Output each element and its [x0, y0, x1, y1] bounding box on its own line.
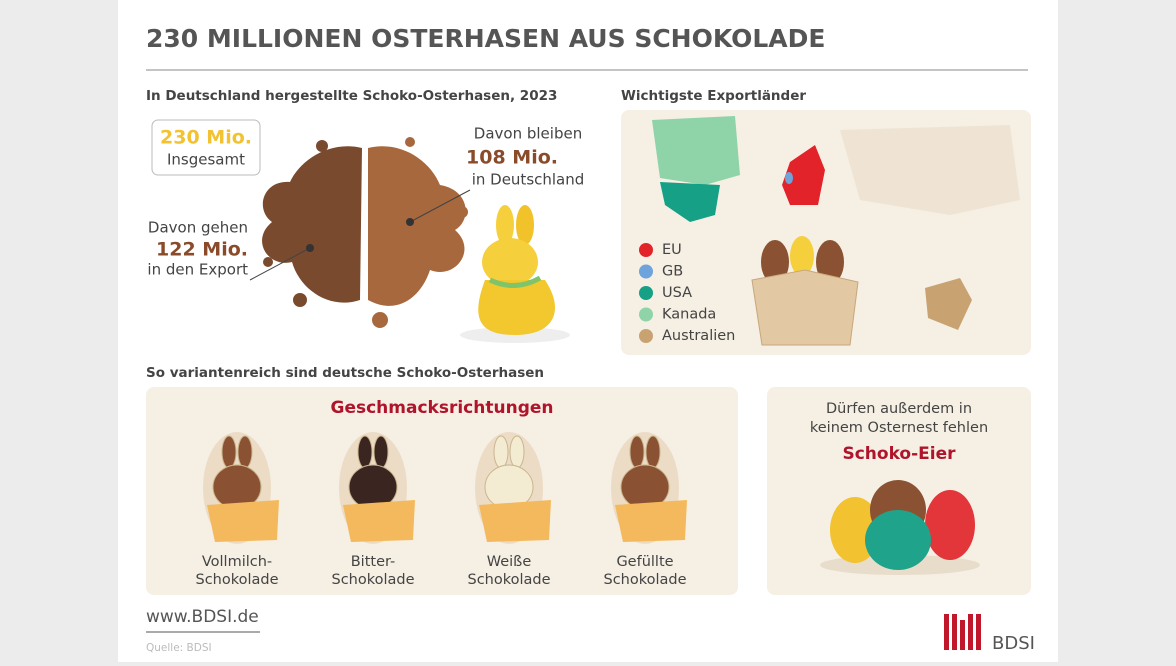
legend-label: EU: [662, 242, 682, 258]
stay-pre: Davon bleiben: [474, 125, 582, 143]
eggs-line: keinem Osternest fehlen: [810, 420, 988, 436]
export-heading: Wichtigste Exportländer: [621, 88, 806, 104]
legend-swatch: [639, 264, 653, 279]
bunny-ear: [237, 435, 253, 469]
title: 230 MILLIONEN OSTERHASEN AUS SCHOKOLADE: [146, 24, 825, 53]
logo-text: BDSI: [992, 633, 1035, 654]
footer-url: www.BDSI.de: [146, 607, 259, 627]
legend-label: USA: [662, 285, 692, 301]
golden-bunny: [460, 205, 570, 343]
export-post: in den Export: [147, 261, 248, 279]
legend-swatch: [639, 329, 653, 343]
bunny-ear: [645, 435, 661, 469]
stay-value: 108 Mio.: [466, 147, 558, 169]
flavor-label: Gefüllte: [616, 554, 673, 570]
legend: EU GB USA Kanada Australien: [639, 242, 735, 344]
bunny-ear: [493, 435, 509, 469]
legend-label: Australien: [662, 328, 735, 344]
bunny-ear: [629, 435, 645, 469]
legend-swatch: [639, 243, 653, 257]
flavor-label: Schokolade: [195, 572, 278, 588]
flavor-label: Schokolade: [603, 572, 686, 588]
stay-post: in Deutschland: [472, 171, 585, 189]
eggs-line: Dürfen außerdem in: [826, 401, 972, 417]
legend-label: GB: [662, 264, 683, 280]
flavor-list: Vollmilch- Schokolade Bitter- Schokolade Wei…: [195, 432, 687, 588]
bunny-ear: [373, 435, 389, 469]
eggs-illustration: [820, 480, 980, 575]
production-heading: In Deutschland hergestellte Schoko-Oster…: [146, 88, 557, 104]
legend-swatch: [639, 286, 653, 300]
bunny-ear: [509, 435, 525, 469]
export-box: [751, 236, 859, 346]
flavor-title: Geschmacksrichtungen: [331, 398, 554, 418]
legend-label: Kanada: [662, 307, 716, 323]
varieties-heading: So variantenreich sind deutsche Schoko-O…: [146, 365, 544, 381]
bunny-foil: [343, 500, 415, 542]
bunny-ear: [221, 435, 237, 469]
logo-mark: [944, 614, 981, 650]
flavor-label: Schokolade: [331, 572, 414, 588]
flavor-label: Vollmilch-: [202, 554, 272, 570]
export-value: 122 Mio.: [156, 239, 248, 261]
total-box: [151, 119, 261, 176]
bunny-foil: [479, 500, 551, 542]
bunny-foil: [207, 500, 279, 542]
chocolate-splat: [249, 137, 471, 328]
world-map: [652, 116, 1020, 330]
bunny-ear: [357, 435, 373, 469]
legend-swatch: [639, 307, 653, 322]
eggs-highlight: Schoko-Eier: [842, 444, 956, 464]
flavor-panel: [146, 387, 738, 595]
bunny-foil: [615, 500, 687, 542]
flavor-label: Bitter-: [351, 554, 396, 570]
total-label: Insgesamt: [167, 151, 245, 169]
flavor-label: Schokolade: [467, 572, 550, 588]
footer-source: Quelle: BDSI: [146, 642, 212, 654]
export-pre: Davon gehen: [148, 219, 248, 237]
flavor-label: Weiße: [487, 554, 532, 570]
total-value: 230 Mio.: [160, 127, 252, 149]
